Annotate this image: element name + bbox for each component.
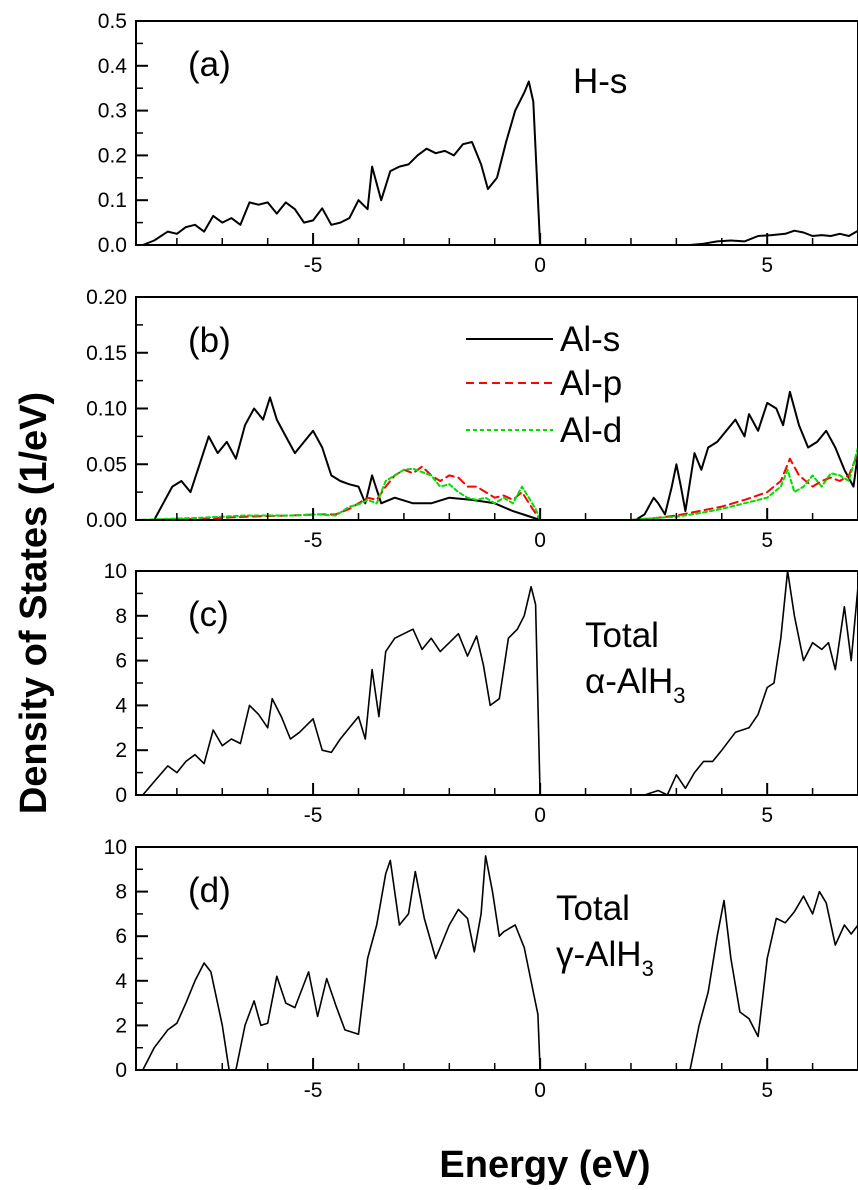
plot-frame	[135, 846, 858, 1071]
panel-3: -5 0 5 0 2 4 6 8 10 (c) Total α-AlH3	[104, 560, 858, 827]
plot-frame	[135, 20, 858, 246]
series-al-s	[136, 390, 858, 520]
y-tick-label: 6	[115, 925, 127, 948]
x-tick-label: 5	[761, 529, 773, 552]
x-tick-label: -5	[304, 529, 323, 552]
series-line	[142, 855, 858, 1070]
y-tick-label: 2	[115, 1014, 127, 1037]
legend-label: Al-s	[560, 320, 620, 359]
x-tick-label: 0	[534, 254, 546, 277]
x-tick-label: -5	[304, 1079, 323, 1102]
y-tick-label: 10	[104, 836, 127, 859]
y-tick-label: 0.5	[98, 10, 127, 33]
x-tick-label: -5	[304, 254, 323, 277]
y-tick-label: 4	[115, 694, 127, 717]
plot-frame	[135, 296, 858, 521]
series-al-p	[136, 452, 858, 520]
y-tick-label: 6	[115, 650, 127, 673]
series-line	[141, 80, 858, 245]
series-al-d	[136, 446, 858, 520]
y-tick-label: 0.3	[98, 100, 127, 123]
x-tick-label: 5	[761, 804, 773, 827]
y-axis-title: Density of States (1/eV)	[13, 392, 55, 814]
y-tick-label: 8	[115, 605, 127, 628]
panel-2: -5 0 5 0.00 0.05 0.10 0.15 0.20 (b) Al-s Al-p Al-d	[86, 286, 858, 552]
x-tick-label: 5	[761, 1079, 773, 1102]
panel-1: -5 0 5 0.0 0.1 0.2 0.3 0.4 0.5 (a) H-s	[98, 10, 858, 277]
x-tick-label: -5	[304, 804, 323, 827]
y-tick-label: 4	[115, 970, 127, 993]
y-tick-label: 0.00	[86, 509, 127, 532]
x-tick-label: 0	[534, 804, 546, 827]
x-tick-label: 0	[534, 529, 546, 552]
x-axis-title: Energy (eV)	[439, 1144, 650, 1186]
y-tick-label: 0.0	[98, 234, 127, 257]
y-tick-label: 0.2	[98, 144, 127, 167]
panel-annotation: Total	[556, 889, 630, 928]
y-tick-label: 8	[115, 881, 127, 904]
legend-label: Al-d	[560, 411, 622, 450]
y-tick-label: 0.05	[86, 453, 127, 476]
y-tick-label: 0.10	[86, 398, 127, 421]
legend-label: Al-p	[560, 364, 622, 403]
panel-label: (d)	[188, 871, 231, 910]
legend: Al-s Al-p Al-d	[466, 320, 622, 450]
y-tick-label: 0.20	[86, 286, 127, 309]
y-tick-label: 0.15	[86, 342, 127, 365]
panel-4: -5 0 5 0 2 4 6 8 10 (d) Total γ-AlH3	[104, 836, 858, 1102]
x-tick-label: 0	[534, 1079, 546, 1102]
panel-label: (c)	[188, 595, 229, 634]
x-tick-label: 5	[761, 254, 773, 277]
panel-annotation: H-s	[573, 62, 627, 101]
y-tick-label: 2	[115, 739, 127, 762]
plot-frame	[135, 570, 858, 796]
panel-annotation: Total	[585, 616, 659, 655]
y-tick-label: 0.1	[98, 189, 127, 212]
y-tick-label: 0	[115, 784, 127, 807]
panels: -5 0 5 0.0 0.1 0.2 0.3 0.4 0.5 (a) H-s -5 0 5 0.00 0.05…	[86, 10, 858, 1102]
panel-annotation: γ-AlH3	[556, 935, 654, 981]
series-line	[142, 571, 858, 795]
panel-label: (a)	[188, 45, 231, 84]
y-tick-label: 0	[115, 1059, 127, 1082]
y-tick-label: 10	[104, 560, 127, 583]
panel-annotation: α-AlH3	[585, 662, 686, 708]
panel-label: (b)	[188, 321, 231, 360]
y-tick-label: 0.4	[98, 55, 128, 78]
